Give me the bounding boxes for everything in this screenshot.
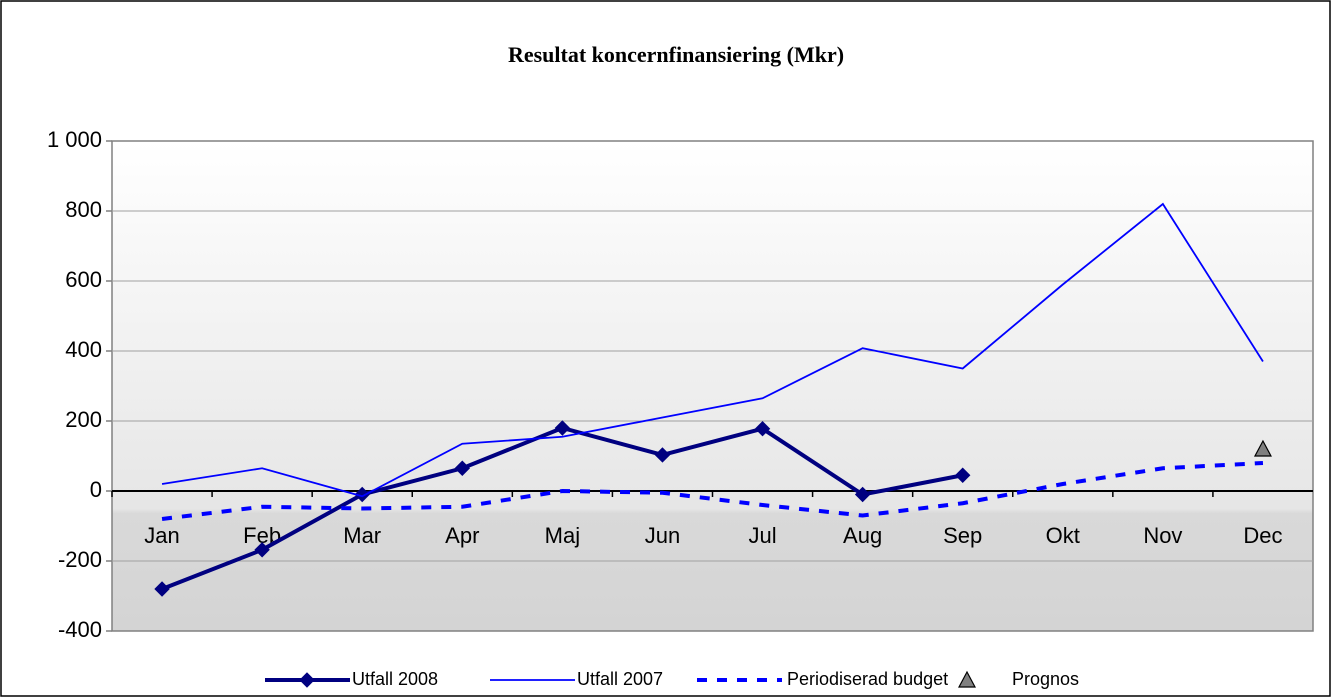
y-tick-label: 1 000 bbox=[47, 127, 102, 152]
marker bbox=[955, 467, 971, 483]
y-tick-label: -400 bbox=[58, 617, 102, 642]
series-line bbox=[161, 202, 1264, 498]
marker bbox=[354, 486, 370, 503]
marker bbox=[454, 460, 470, 476]
x-tick-label: Jul bbox=[748, 523, 776, 548]
legend-label: Utfall 2007 bbox=[577, 669, 663, 689]
chart-title: Resultat koncernfinansiering (Mkr) bbox=[508, 42, 844, 67]
marker bbox=[854, 486, 871, 503]
x-tick-label: Nov bbox=[1143, 523, 1182, 548]
y-tick-label: 0 bbox=[90, 477, 102, 502]
x-tick-label: Sep bbox=[943, 523, 982, 548]
legend-label: Prognos bbox=[1012, 669, 1079, 689]
marker bbox=[654, 447, 671, 463]
y-tick-label: 400 bbox=[65, 337, 102, 362]
marker bbox=[958, 670, 976, 688]
y-tick-label: 800 bbox=[65, 197, 102, 222]
x-tick-label: Mar bbox=[343, 523, 381, 548]
x-tick-label: Maj bbox=[545, 523, 580, 548]
x-tick-label: Dec bbox=[1243, 523, 1282, 548]
y-tick-label: 600 bbox=[65, 267, 102, 292]
x-tick-label: Jun bbox=[645, 523, 680, 548]
marker bbox=[1253, 439, 1272, 457]
marker bbox=[299, 672, 315, 688]
y-tick-label: 200 bbox=[65, 407, 102, 432]
x-tick-label: Jan bbox=[144, 523, 179, 548]
legend-label: Utfall 2008 bbox=[352, 669, 438, 689]
marker bbox=[754, 420, 771, 437]
x-tick-label: Aug bbox=[843, 523, 882, 548]
y-tick-label: -200 bbox=[58, 547, 102, 572]
marker bbox=[554, 420, 571, 436]
plot-area bbox=[111, 140, 1314, 632]
x-tick-label: Apr bbox=[445, 523, 479, 548]
series-line bbox=[161, 461, 1264, 521]
marker bbox=[154, 581, 170, 597]
x-tick-label: Okt bbox=[1046, 523, 1080, 548]
legend-label: Periodiserad budget bbox=[787, 669, 948, 689]
marker bbox=[254, 542, 270, 558]
